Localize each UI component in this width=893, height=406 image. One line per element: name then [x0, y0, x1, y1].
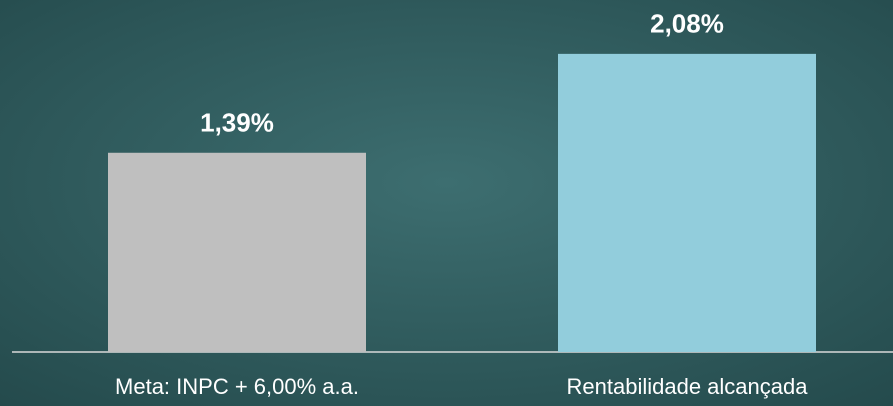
value-label: 1,39% — [200, 108, 274, 138]
bar — [558, 53, 816, 352]
value-label: 2,08% — [650, 9, 724, 39]
x-tick-label: Rentabilidade alcançada — [567, 374, 809, 399]
bar — [108, 152, 366, 352]
x-tick-label: Meta: INPC + 6,00% a.a. — [115, 374, 359, 399]
